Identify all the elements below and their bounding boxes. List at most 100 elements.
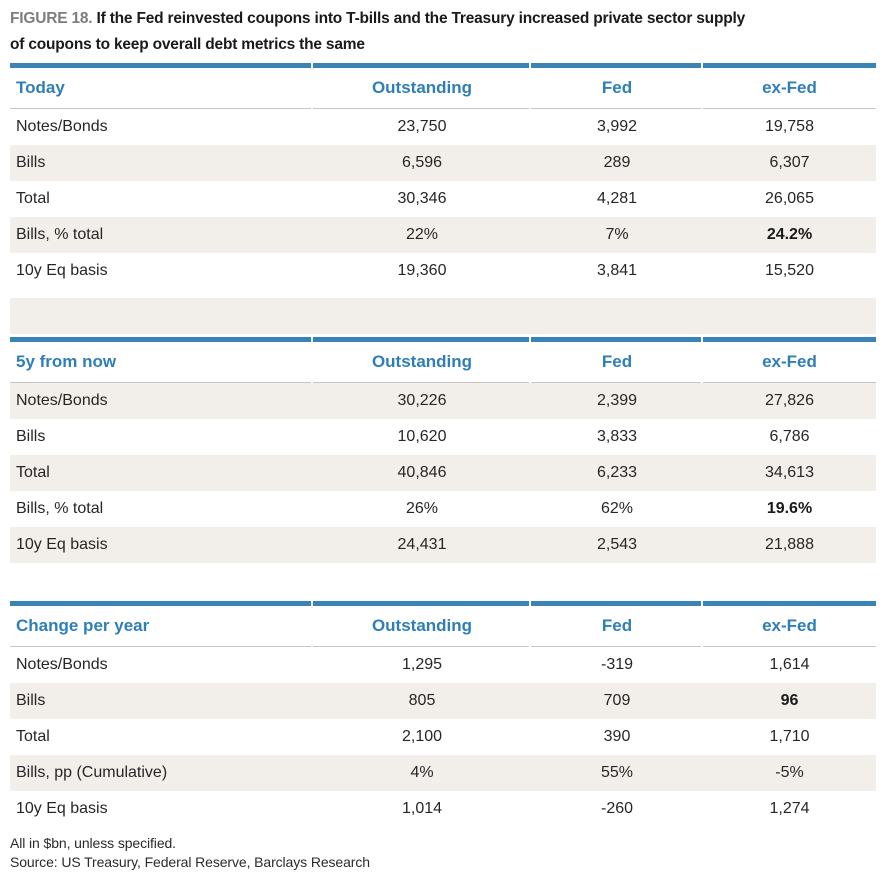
- column-header-outstanding: Outstanding: [371, 616, 473, 635]
- cell-fed: 62%: [600, 500, 634, 517]
- bar-segment: [531, 601, 703, 606]
- table-row: Bills, % total 26% 62% 19.6%: [10, 491, 876, 527]
- underline-segment: [313, 382, 531, 383]
- cell-fed: 4,281: [596, 190, 638, 207]
- row-label: Bills: [16, 428, 46, 445]
- table-row: Notes/Bonds 1,295 -319 1,614: [10, 647, 876, 683]
- cell-outstanding: 30,346: [397, 190, 447, 207]
- cell-exfed: 34,613: [765, 464, 814, 481]
- underline-segment: [10, 108, 313, 109]
- row-label: Bills: [16, 154, 46, 171]
- underline-segment: [531, 382, 703, 383]
- column-header-exfed: ex-Fed: [762, 352, 817, 371]
- cell-fed: 3,833: [596, 428, 638, 445]
- cell-outstanding: 805: [408, 692, 436, 709]
- table-5y-header-row: 5y from now Outstanding Fed ex-Fed: [10, 342, 876, 382]
- underline-segment: [313, 108, 531, 109]
- underline-segment: [703, 382, 876, 383]
- figure-title-line-1: FIGURE 18. If the Fed reinvested coupons…: [10, 6, 876, 32]
- underline-segment: [313, 646, 531, 647]
- underline-segment: [703, 646, 876, 647]
- figure-title: FIGURE 18. If the Fed reinvested coupons…: [10, 6, 876, 58]
- cell-fed: 289: [603, 154, 631, 171]
- table-change-header-row: Change per year Outstanding Fed ex-Fed: [10, 606, 876, 646]
- cell-exfed-emphasized: 96: [780, 692, 799, 709]
- underline-segment: [10, 646, 313, 647]
- cell-exfed: 6,786: [769, 428, 810, 445]
- cell-exfed-emphasized: 24.2%: [766, 226, 813, 243]
- table-row: Total 2,100 390 1,710: [10, 719, 876, 755]
- bar-segment: [703, 601, 876, 606]
- row-label: Notes/Bonds: [16, 118, 108, 135]
- cell-exfed: 1,614: [769, 656, 810, 673]
- column-header-fed: Fed: [601, 616, 633, 635]
- cell-exfed: 21,888: [765, 536, 814, 553]
- row-label: 10y Eq basis: [16, 536, 108, 553]
- cell-outstanding: 24,431: [397, 536, 447, 553]
- cell-fed: 2,543: [596, 536, 638, 553]
- row-label: 10y Eq basis: [16, 262, 108, 279]
- table-row: Bills, pp (Cumulative) 4% 55% -5%: [10, 755, 876, 791]
- figure-title-text-1: If the Fed reinvested coupons into T-bil…: [96, 10, 746, 27]
- cell-fed: 709: [603, 692, 631, 709]
- bar-segment: [313, 601, 531, 606]
- row-label: Bills, % total: [16, 500, 104, 517]
- table-5y-from-now: 5y from now Outstanding Fed ex-Fed Notes…: [10, 337, 876, 563]
- table-today-header-row: Today Outstanding Fed ex-Fed: [10, 68, 876, 108]
- table-row: Bills 6,596 289 6,307: [10, 145, 876, 181]
- column-header-fed: Fed: [601, 352, 633, 371]
- table-change-rows: Notes/Bonds 1,295 -319 1,614 Bills 805 7…: [10, 647, 876, 827]
- table-row: 10y Eq basis 1,014 -260 1,274: [10, 791, 876, 827]
- cell-outstanding: 23,750: [397, 118, 447, 135]
- cell-outstanding: 2,100: [401, 728, 443, 745]
- cell-exfed: 27,826: [765, 392, 814, 409]
- column-header-outstanding: Outstanding: [371, 352, 473, 371]
- cell-exfed: 15,520: [765, 262, 814, 279]
- row-label: Total: [16, 190, 50, 207]
- cell-exfed: 1,274: [769, 800, 810, 817]
- table-today-header-underline: [10, 108, 876, 109]
- table-today-rows: Notes/Bonds 23,750 3,992 19,758 Bills 6,…: [10, 109, 876, 289]
- row-label: Bills, pp (Cumulative): [16, 764, 168, 781]
- table-row: Total 30,346 4,281 26,065: [10, 181, 876, 217]
- cell-outstanding: 30,226: [397, 392, 447, 409]
- table-row: Notes/Bonds 30,226 2,399 27,826: [10, 383, 876, 419]
- cell-fed: 6,233: [596, 464, 638, 481]
- row-label: Total: [16, 728, 50, 745]
- cell-outstanding: 26%: [405, 500, 439, 517]
- table-change-header-underline: [10, 646, 876, 647]
- cell-fed: 7%: [605, 226, 629, 243]
- cell-outstanding: 19,360: [397, 262, 447, 279]
- underline-segment: [531, 646, 703, 647]
- table-5y-top-bar: [10, 337, 876, 342]
- table-today-top-bar: [10, 63, 876, 68]
- cell-exfed: 1,710: [769, 728, 810, 745]
- column-header-outstanding: Outstanding: [371, 78, 473, 97]
- cell-fed: -260: [600, 800, 634, 817]
- column-header-exfed: ex-Fed: [762, 616, 817, 635]
- cell-outstanding: 22%: [405, 226, 439, 243]
- cell-outstanding: 1,295: [401, 656, 443, 673]
- bar-segment: [10, 63, 313, 68]
- table-change-per-year: Change per year Outstanding Fed ex-Fed N…: [10, 601, 876, 827]
- cell-fed: 3,841: [596, 262, 638, 279]
- row-label: Notes/Bonds: [16, 392, 108, 409]
- cell-exfed: 6,307: [769, 154, 810, 171]
- row-label: Total: [16, 464, 50, 481]
- cell-fed: 390: [603, 728, 631, 745]
- cell-fed: 2,399: [596, 392, 638, 409]
- cell-exfed: 26,065: [765, 190, 814, 207]
- table-row: Bills 10,620 3,833 6,786: [10, 419, 876, 455]
- cell-exfed-emphasized: 19.6%: [766, 500, 813, 517]
- table-5y-rows: Notes/Bonds 30,226 2,399 27,826 Bills 10…: [10, 383, 876, 563]
- footnote-source: Source: US Treasury, Federal Reserve, Ba…: [10, 854, 370, 870]
- bar-segment: [313, 63, 531, 68]
- table-row: Notes/Bonds 23,750 3,992 19,758: [10, 109, 876, 145]
- row-label: 10y Eq basis: [16, 800, 108, 817]
- figure-number-label: FIGURE 18.: [10, 10, 93, 27]
- footnote-units: All in $bn, unless specified.: [10, 835, 176, 851]
- underline-segment: [10, 382, 313, 383]
- bar-segment: [703, 337, 876, 342]
- figure-title-line-2: of coupons to keep overall debt metrics …: [10, 36, 365, 53]
- cell-fed: 3,992: [596, 118, 638, 135]
